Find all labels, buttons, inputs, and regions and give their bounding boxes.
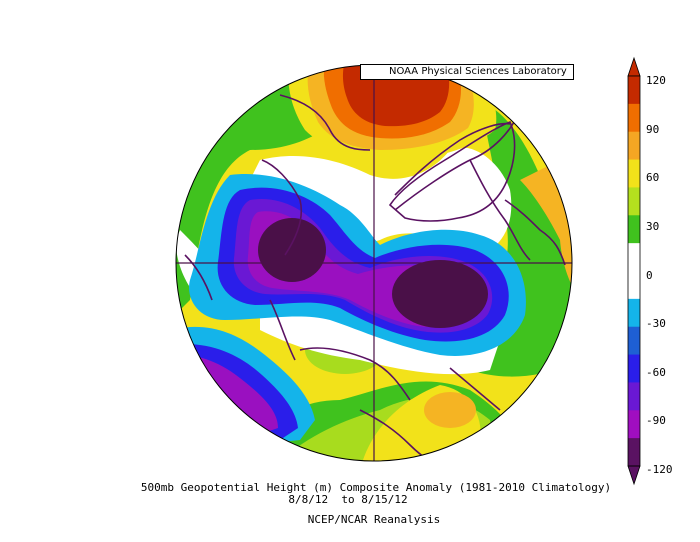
coastlines xyxy=(184,94,566,461)
colorbar-cell xyxy=(628,103,640,133)
colorbar-tick-label: 30 xyxy=(646,219,660,233)
colorbar-tick-label: -60 xyxy=(646,365,666,379)
credit-label: NOAA Physical Sciences Laboratory xyxy=(360,64,574,80)
colorbar-cell xyxy=(628,159,640,188)
field-gold-south xyxy=(424,392,476,428)
anomaly-field xyxy=(176,65,572,461)
colorbar-cell xyxy=(628,271,640,300)
field-white-center2 xyxy=(260,305,500,375)
colorbar-cell xyxy=(628,131,640,161)
field-core-east xyxy=(392,260,488,328)
colorbar-tick-label: -90 xyxy=(646,414,666,428)
colorbar-cell xyxy=(628,438,640,467)
colorbar-tick-label: -30 xyxy=(646,317,666,331)
colorbar-tick-label: -120 xyxy=(646,463,673,476)
colorbar-top-arrow xyxy=(627,56,641,77)
caption-source: NCEP/NCAR Reanalysis xyxy=(307,513,441,526)
colorbar-cell xyxy=(628,354,640,383)
colorbar-tick-label: 0 xyxy=(646,268,653,282)
colorbar-cell xyxy=(628,326,640,356)
colorbar-cell xyxy=(628,298,640,328)
colorbar-cell xyxy=(628,76,640,105)
colorbar xyxy=(627,56,641,486)
colorbar-cell xyxy=(628,187,640,216)
colorbar-cell xyxy=(628,215,640,244)
colorbar-cell xyxy=(628,243,640,272)
caption-title: 500mb Geopotential Height (m) Composite … xyxy=(140,481,612,494)
colorbar-cell xyxy=(628,382,640,411)
greenland-outline xyxy=(388,120,516,222)
colorbar-tick-label: 60 xyxy=(646,171,660,185)
caption-dates: 8/8/12 to 8/15/12 xyxy=(288,493,408,506)
field-core-west xyxy=(258,218,326,282)
colorbar-tick-label: 120 xyxy=(646,74,666,87)
colorbar-tick-label: 90 xyxy=(646,122,660,136)
colorbar-frame xyxy=(627,75,641,467)
colorbar-cell xyxy=(628,410,640,439)
